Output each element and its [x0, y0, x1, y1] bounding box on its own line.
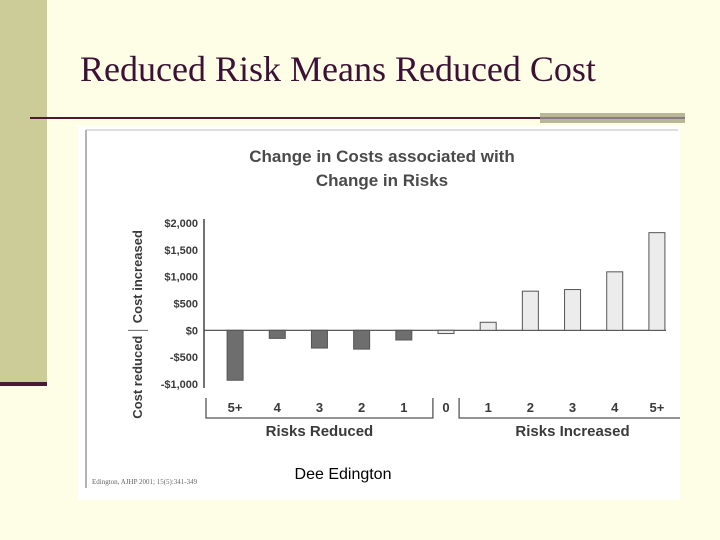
- group-bracket: [458, 398, 680, 419]
- bar: [395, 329, 413, 341]
- bar: [310, 329, 328, 349]
- x-tick-label: 0: [442, 400, 449, 415]
- y-tick-label: $2,000: [164, 218, 198, 230]
- caption: Dee Edington: [286, 461, 400, 489]
- group-label: Risks Reduced: [266, 423, 374, 440]
- chart-title-line: Change in Risks: [316, 171, 448, 190]
- title-accent-line: [540, 117, 685, 119]
- x-tick-label: 1: [400, 400, 407, 415]
- bar: [521, 290, 539, 331]
- bar: [648, 232, 666, 331]
- title-divider: [30, 117, 540, 119]
- x-tick-label: 4: [274, 400, 282, 415]
- bar: [564, 289, 582, 331]
- x-tick-label: 5+: [228, 400, 243, 415]
- chart-figure: Change in Costs associated with Change in…: [78, 126, 680, 500]
- left-accent-rule: [0, 382, 47, 386]
- x-tick-label: 3: [316, 400, 323, 415]
- bar: [437, 329, 455, 335]
- bar-chart: Change in Costs associated with Change in…: [85, 129, 680, 488]
- bar: [353, 329, 371, 350]
- y-tick-label: -$500: [170, 352, 198, 364]
- x-tick-label: 2: [527, 400, 534, 415]
- y-tick-label: $500: [174, 299, 198, 311]
- y-tick-label: $1,500: [164, 245, 198, 257]
- group-label: Risks Increased: [515, 423, 629, 440]
- y-tick-label: -$1,000: [161, 379, 198, 391]
- slide-title: Reduced Risk Means Reduced Cost: [80, 49, 596, 89]
- y-tick-label: $1,000: [164, 272, 198, 284]
- source-note: Edington, AJHP 2001; 15(5):341-349: [92, 478, 198, 486]
- bar: [606, 271, 624, 331]
- y-label-cost-increased: Cost increased: [130, 230, 145, 323]
- y-tick-label: $0: [186, 325, 198, 337]
- y-label-cost-reduced: Cost reduced: [130, 336, 145, 419]
- bar: [268, 329, 286, 339]
- x-tick-label: 2: [358, 400, 365, 415]
- left-accent-strip: [0, 0, 47, 385]
- x-tick-label: 5+: [649, 400, 664, 415]
- group-bracket: [205, 398, 434, 419]
- x-tick-label: 3: [569, 400, 576, 415]
- x-tick-label: 1: [485, 400, 492, 415]
- bar: [226, 329, 244, 381]
- x-tick-label: 4: [611, 400, 619, 415]
- bar: [479, 321, 497, 331]
- chart-title-line: Change in Costs associated with: [249, 147, 514, 166]
